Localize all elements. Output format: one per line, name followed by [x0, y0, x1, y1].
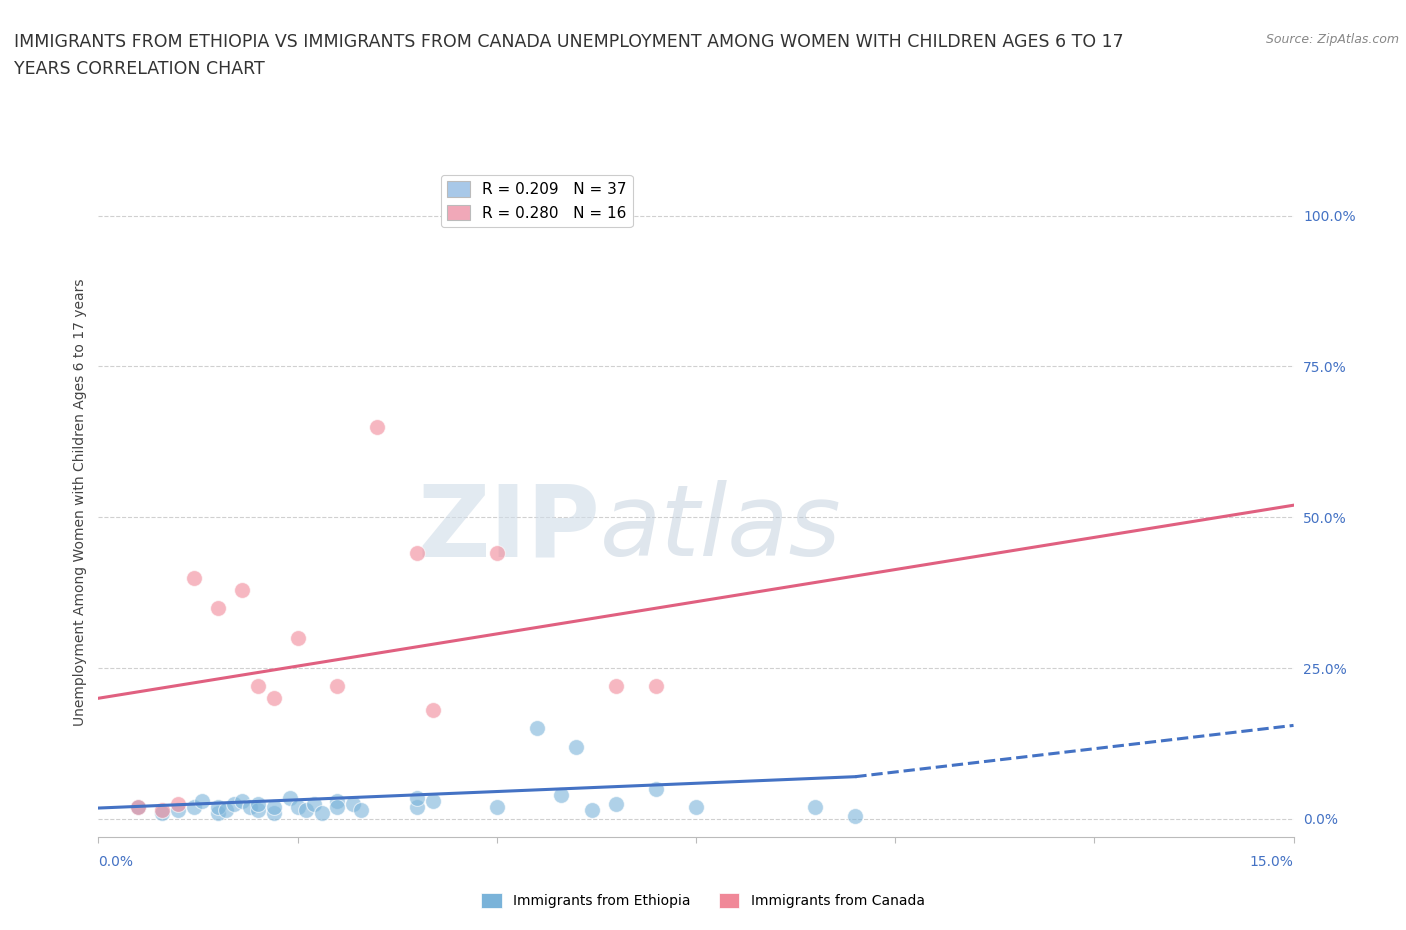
- Point: [183, 570, 205, 585]
- Point: [231, 793, 253, 808]
- Point: [207, 805, 229, 820]
- Point: [167, 803, 190, 817]
- Point: [326, 800, 349, 815]
- Point: [326, 793, 349, 808]
- Point: [581, 803, 603, 817]
- Point: [263, 805, 285, 820]
- Point: [183, 800, 205, 815]
- Point: [302, 796, 325, 811]
- Y-axis label: Unemployment Among Women with Children Ages 6 to 17 years: Unemployment Among Women with Children A…: [73, 278, 87, 726]
- Point: [406, 790, 429, 805]
- Point: [565, 739, 588, 754]
- Point: [526, 721, 548, 736]
- Point: [406, 800, 429, 815]
- Legend: R = 0.209   N = 37, R = 0.280   N = 16: R = 0.209 N = 37, R = 0.280 N = 16: [440, 175, 633, 227]
- Point: [350, 803, 373, 817]
- Text: atlas: atlas: [600, 481, 842, 578]
- Point: [287, 631, 309, 645]
- Point: [294, 803, 316, 817]
- Point: [222, 796, 245, 811]
- Point: [485, 546, 508, 561]
- Text: Source: ZipAtlas.com: Source: ZipAtlas.com: [1265, 33, 1399, 46]
- Point: [191, 793, 214, 808]
- Point: [215, 803, 238, 817]
- Point: [207, 800, 229, 815]
- Text: YEARS CORRELATION CHART: YEARS CORRELATION CHART: [14, 60, 264, 78]
- Point: [685, 800, 707, 815]
- Point: [278, 790, 301, 805]
- Point: [127, 800, 149, 815]
- Text: ZIP: ZIP: [418, 481, 600, 578]
- Point: [150, 803, 173, 817]
- Text: 0.0%: 0.0%: [98, 855, 134, 870]
- Point: [605, 679, 627, 694]
- Point: [406, 546, 429, 561]
- Point: [485, 800, 508, 815]
- Point: [287, 800, 309, 815]
- Point: [246, 803, 269, 817]
- Point: [366, 419, 388, 434]
- Point: [263, 800, 285, 815]
- Point: [311, 805, 333, 820]
- Point: [645, 679, 668, 694]
- Point: [207, 601, 229, 616]
- Legend: Immigrants from Ethiopia, Immigrants from Canada: Immigrants from Ethiopia, Immigrants fro…: [475, 888, 931, 914]
- Point: [246, 679, 269, 694]
- Point: [605, 796, 627, 811]
- Point: [231, 582, 253, 597]
- Point: [127, 800, 149, 815]
- Point: [167, 796, 190, 811]
- Point: [239, 800, 262, 815]
- Point: [844, 808, 866, 823]
- Point: [422, 703, 444, 718]
- Point: [422, 793, 444, 808]
- Point: [550, 788, 572, 803]
- Point: [246, 796, 269, 811]
- Point: [326, 679, 349, 694]
- Text: IMMIGRANTS FROM ETHIOPIA VS IMMIGRANTS FROM CANADA UNEMPLOYMENT AMONG WOMEN WITH: IMMIGRANTS FROM ETHIOPIA VS IMMIGRANTS F…: [14, 33, 1123, 50]
- Point: [804, 800, 827, 815]
- Point: [263, 691, 285, 706]
- Point: [645, 781, 668, 796]
- Text: 15.0%: 15.0%: [1250, 855, 1294, 870]
- Point: [150, 805, 173, 820]
- Point: [342, 796, 364, 811]
